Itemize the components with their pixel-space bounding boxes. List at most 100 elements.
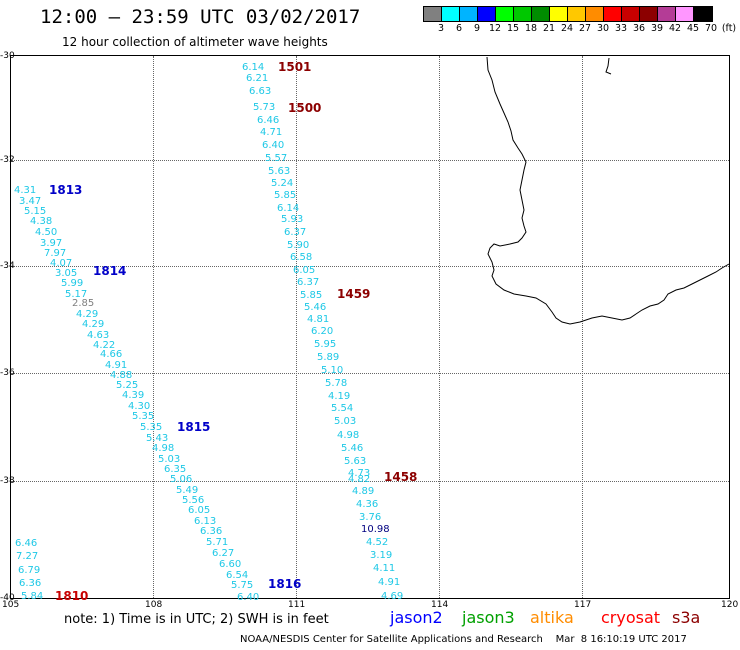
wave-height-value: 6.14	[242, 62, 265, 73]
pass-time-label: 1501	[278, 60, 312, 74]
wave-height-value: 5.85	[274, 190, 297, 201]
wave-height-value: 7.27	[16, 551, 39, 562]
wave-height-value: 5.93	[281, 214, 304, 225]
coastline-path	[486, 56, 730, 325]
wave-height-value: 6.60	[219, 559, 242, 570]
wave-height-value: 3.97	[40, 238, 63, 249]
wave-height-value: 4.29	[82, 319, 105, 330]
wave-height-value: 6.40	[237, 592, 260, 603]
wave-height-value: 5.35	[140, 422, 163, 433]
pass-time-label: 1814	[93, 264, 127, 278]
wave-height-value: 4.29	[76, 309, 99, 320]
legend-label: 15	[506, 23, 520, 34]
wave-height-value: 7.97	[44, 248, 67, 259]
wave-height-value: 5.15	[24, 206, 47, 217]
wave-height-value: 6.36	[200, 526, 223, 537]
wave-height-value: 5.17	[65, 289, 88, 300]
legend-label: 42	[668, 23, 682, 34]
wave-height-value: 4.52	[366, 537, 389, 548]
legend-swatch	[478, 7, 496, 21]
legend-swatch	[550, 7, 568, 21]
wave-height-value: 4.19	[328, 391, 351, 402]
legend-swatch	[532, 7, 550, 21]
wave-height-value: 4.66	[100, 349, 123, 360]
legend-swatch	[514, 7, 532, 21]
satellite-key-cryosat: cryosat	[601, 608, 661, 627]
wave-height-value: 4.69	[381, 591, 404, 602]
wave-height-value: 5.46	[304, 302, 327, 313]
latitude-label: -40	[0, 593, 15, 603]
wave-height-value: 6.14	[277, 203, 300, 214]
wave-height-value: 5.56	[182, 495, 205, 506]
color-legend-bar	[423, 6, 713, 22]
grid-meridian	[439, 56, 440, 598]
wave-height-value: 5.99	[61, 278, 84, 289]
legend-swatch	[604, 7, 622, 21]
legend-swatch	[640, 7, 658, 21]
wave-height-value: 5.03	[158, 454, 181, 465]
latitude-label: -32	[0, 155, 15, 165]
grid-parallel	[11, 481, 729, 482]
legend-label: 24	[560, 23, 574, 34]
wave-height-value: 6.37	[284, 227, 307, 238]
map-title: 12:00 – 23:59 UTC 03/02/2017	[40, 6, 361, 28]
legend-label: 21	[542, 23, 556, 34]
wave-height-value: 6.36	[19, 578, 42, 589]
legend-label: 45	[686, 23, 700, 34]
satellite-key-jason3: jason3	[462, 608, 515, 627]
wave-height-value: 4.98	[152, 443, 175, 454]
legend-label: 9	[473, 23, 481, 34]
wave-height-value: 6.05	[188, 505, 211, 516]
wave-height-value: 4.89	[352, 486, 375, 497]
wave-height-value: 5.84	[21, 591, 44, 602]
wave-height-value: 5.57	[265, 153, 288, 164]
map-plot-frame	[10, 55, 730, 599]
wave-height-value: 5.49	[176, 485, 199, 496]
wave-height-value: 5.63	[268, 166, 291, 177]
satellite-key-s3a: s3a	[672, 608, 701, 627]
wave-height-value: 3.76	[359, 512, 382, 523]
pass-time-label: 1459	[337, 287, 371, 301]
note-text: note: 1) Time is in UTC; 2) SWH is in fe…	[64, 612, 329, 627]
wave-height-value: 6.35	[164, 464, 187, 475]
pass-time-label: 1810	[55, 589, 89, 603]
longitude-label: 117	[574, 600, 592, 610]
wave-height-value: 3.19	[370, 550, 393, 561]
legend-swatch	[586, 7, 604, 21]
wave-height-value: 6.21	[246, 73, 269, 84]
pass-time-label: 1500	[288, 101, 322, 115]
legend-label: 33	[614, 23, 628, 34]
legend-swatch	[460, 7, 478, 21]
pass-time-label: 1813	[49, 183, 83, 197]
wave-height-value: 4.31	[14, 185, 37, 196]
wave-height-value: 5.06	[170, 474, 193, 485]
wave-height-value: 5.35	[132, 411, 155, 422]
latitude-label: -34	[0, 261, 15, 271]
wave-height-value: 6.27	[212, 548, 235, 559]
pass-time-label: 1458	[384, 470, 418, 484]
wave-height-value: 4.81	[307, 314, 330, 325]
wave-height-value: 5.71	[206, 537, 229, 548]
legend-swatch	[676, 7, 694, 21]
legend-label: 3	[437, 23, 445, 34]
grid-meridian	[153, 56, 154, 598]
legend-swatch	[658, 7, 676, 21]
wave-height-value: 5.73	[253, 102, 276, 113]
latitude-label: -38	[0, 476, 15, 486]
wave-height-value: 3.47	[19, 196, 42, 207]
pass-time-label: 1816	[268, 577, 302, 591]
legend-swatch	[442, 7, 460, 21]
grid-parallel	[11, 373, 729, 374]
wave-height-value: 5.85	[300, 290, 323, 301]
wave-height-value: 4.71	[260, 127, 283, 138]
wave-height-value: 3.05	[55, 268, 78, 279]
wave-height-value: 6.20	[311, 326, 334, 337]
longitude-label: 108	[145, 600, 163, 610]
legend-swatch	[568, 7, 586, 21]
legend-label: 18	[524, 23, 538, 34]
wave-height-value: 6.05	[293, 265, 316, 276]
wave-height-value: 5.43	[146, 433, 169, 444]
wave-height-value: 4.91	[378, 577, 401, 588]
wave-height-value: 4.30	[128, 401, 151, 412]
